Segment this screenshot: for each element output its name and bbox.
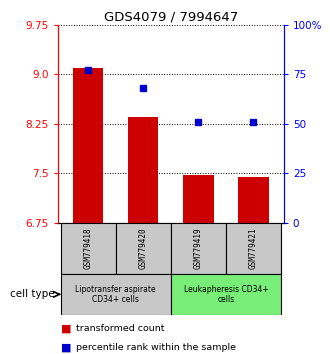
Text: GSM779421: GSM779421 — [249, 228, 258, 269]
Text: GSM779418: GSM779418 — [83, 228, 93, 269]
Bar — [73, 68, 103, 223]
Text: GSM779419: GSM779419 — [194, 228, 203, 269]
Bar — [60, 274, 171, 315]
Title: GDS4079 / 7994647: GDS4079 / 7994647 — [104, 11, 238, 24]
Bar — [128, 117, 158, 223]
Text: percentile rank within the sample: percentile rank within the sample — [76, 343, 236, 352]
Text: ■: ■ — [61, 323, 72, 333]
Bar — [238, 177, 269, 223]
Bar — [226, 223, 281, 274]
Bar — [115, 223, 171, 274]
Bar — [183, 176, 214, 223]
Bar — [60, 223, 116, 274]
Text: ■: ■ — [61, 343, 72, 353]
Text: GSM779420: GSM779420 — [139, 228, 148, 269]
Text: transformed count: transformed count — [76, 324, 164, 333]
Text: Lipotransfer aspirate
CD34+ cells: Lipotransfer aspirate CD34+ cells — [75, 285, 156, 304]
Bar — [171, 274, 281, 315]
Text: cell type: cell type — [10, 289, 54, 299]
Text: Leukapheresis CD34+
cells: Leukapheresis CD34+ cells — [183, 285, 268, 304]
Bar — [171, 223, 226, 274]
